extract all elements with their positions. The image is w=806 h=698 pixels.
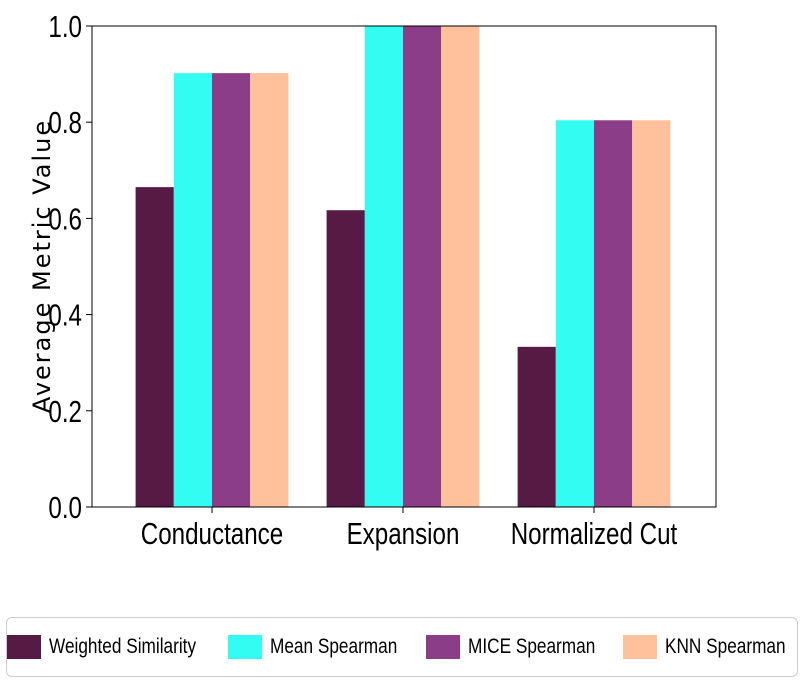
legend: Weighted Similarity Mean Spearman MICE S… xyxy=(6,617,798,677)
legend-swatch xyxy=(425,635,460,659)
y-tick-label: 0.0 xyxy=(48,490,82,525)
x-tick-label: Expansion xyxy=(347,516,460,551)
y-axis-label: Average Metric Value xyxy=(28,119,56,413)
legend-swatch xyxy=(622,635,657,659)
legend-label: KNN Spearman xyxy=(664,635,786,658)
y-tick-label: 0.2 xyxy=(48,394,82,429)
bars-layer xyxy=(135,26,671,507)
plot-frame xyxy=(91,25,717,508)
bar xyxy=(250,73,289,507)
legend-swatch xyxy=(228,635,263,659)
legend-label: Mean Spearman xyxy=(270,635,398,658)
legend-label: Weighted Similarity xyxy=(49,635,197,658)
bar xyxy=(364,26,403,507)
legend-item-mice-spearman: MICE Spearman xyxy=(425,635,623,659)
bar xyxy=(594,120,633,507)
legend-item-mean-spearman: Mean Spearman xyxy=(228,635,425,659)
legend-swatch xyxy=(7,635,41,659)
legend-item-knn-spearman: KNN Spearman xyxy=(622,635,806,659)
bar xyxy=(135,187,174,507)
legend-label: MICE Spearman xyxy=(467,635,595,658)
bar xyxy=(173,73,212,507)
y-tick-label: 0.6 xyxy=(48,202,82,237)
bar xyxy=(441,26,480,507)
bar-chart: Average Metric Value Conductance Expansio… xyxy=(28,9,717,551)
bar xyxy=(517,346,556,507)
x-tick-label: Conductance xyxy=(141,516,283,551)
x-tick-label: Normalized Cut xyxy=(511,516,678,551)
bar xyxy=(555,120,594,507)
bar xyxy=(632,120,671,507)
bar xyxy=(403,26,442,507)
bar xyxy=(212,73,251,507)
y-tick-label: 0.8 xyxy=(48,105,82,140)
legend-item-weighted-similarity: Weighted Similarity xyxy=(7,635,228,659)
y-tick-label: 1.0 xyxy=(48,9,82,44)
y-tick-label: 0.4 xyxy=(48,298,82,333)
bar xyxy=(326,210,365,507)
ticks-layer: Conductance Expansion Normalized Cut 0.0 0.2… xyxy=(48,9,677,551)
